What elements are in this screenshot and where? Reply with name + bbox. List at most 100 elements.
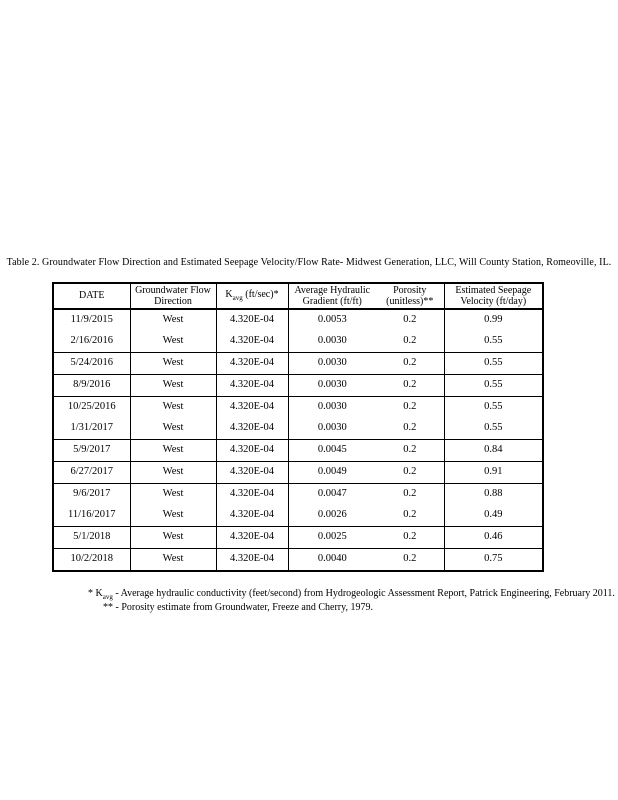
- cell-kavg: 4.320E-04: [215, 396, 289, 418]
- cell-velocity: 0.75: [443, 548, 544, 572]
- cell-date: 8/9/2016: [52, 374, 131, 397]
- cell-kavg: 4.320E-04: [215, 418, 289, 440]
- cell-kavg: 4.320E-04: [215, 461, 289, 484]
- kavg-subscript: avg: [232, 294, 243, 303]
- cell-velocity: 0.88: [443, 483, 544, 505]
- cell-gradient: 0.0025: [287, 526, 376, 549]
- table-header-row: DATE Groundwater Flow Direction Kavg (ft…: [52, 282, 544, 310]
- table-row: 5/1/2018 West 4.320E-04 0.0025 0.2 0.46: [52, 526, 544, 549]
- cell-porosity: 0.2: [376, 461, 445, 484]
- cell-porosity: 0.2: [376, 526, 445, 549]
- cell-velocity: 0.55: [443, 352, 544, 375]
- col-header-velocity: Estimated Seepage Velocity (ft/day): [443, 282, 544, 310]
- table-title: Table 2. Groundwater Flow Direction and …: [6, 257, 612, 268]
- table-row: 10/2/2018 West 4.320E-04 0.0040 0.2 0.75: [52, 548, 544, 572]
- cell-gradient: 0.0045: [287, 439, 376, 462]
- cell-gradient: 0.0047: [287, 483, 376, 505]
- cell-gradient: 0.0026: [287, 505, 376, 527]
- table-row: 5/9/2017 West 4.320E-04 0.0045 0.2 0.84: [52, 439, 544, 462]
- cell-date: 11/16/2017: [52, 505, 131, 527]
- cell-velocity: 0.55: [443, 396, 544, 418]
- col-header-date: DATE: [52, 282, 131, 310]
- footnotes: * Kavg - Average hydraulic conductivity …: [88, 588, 615, 614]
- cell-gradient: 0.0030: [287, 331, 376, 353]
- cell-kavg: 4.320E-04: [215, 526, 289, 549]
- cell-velocity: 0.55: [443, 374, 544, 397]
- cell-date: 10/2/2018: [52, 548, 131, 572]
- cell-porosity: 0.2: [376, 374, 445, 397]
- cell-direction: West: [129, 548, 217, 572]
- cell-date: 2/16/2016: [52, 331, 131, 353]
- cell-kavg: 4.320E-04: [215, 483, 289, 505]
- cell-gradient: 0.0053: [287, 308, 376, 331]
- table-row: 10/25/2016 West 4.320E-04 0.0030 0.2 0.5…: [52, 396, 544, 418]
- cell-porosity: 0.2: [376, 483, 445, 505]
- cell-date: 5/24/2016: [52, 352, 131, 375]
- col-header-porosity: Porosity (unitless)**: [376, 282, 445, 310]
- cell-date: 5/9/2017: [52, 439, 131, 462]
- cell-porosity: 0.2: [376, 308, 445, 331]
- cell-velocity: 0.55: [443, 418, 544, 440]
- table-row: 6/27/2017 West 4.320E-04 0.0049 0.2 0.91: [52, 461, 544, 484]
- col-header-flow-direction: Groundwater Flow Direction: [129, 282, 217, 310]
- cell-porosity: 0.2: [376, 418, 445, 440]
- cell-gradient: 0.0040: [287, 548, 376, 572]
- cell-direction: West: [129, 526, 217, 549]
- cell-date: 5/1/2018: [52, 526, 131, 549]
- cell-porosity: 0.2: [376, 352, 445, 375]
- cell-porosity: 0.2: [376, 331, 445, 353]
- cell-direction: West: [129, 352, 217, 375]
- table-row: 1/31/2017 West 4.320E-04 0.0030 0.2 0.55: [52, 418, 544, 440]
- cell-kavg: 4.320E-04: [215, 439, 289, 462]
- cell-velocity: 0.46: [443, 526, 544, 549]
- cell-kavg: 4.320E-04: [215, 331, 289, 353]
- footnote-kavg-text: - Average hydraulic conductivity (feet/s…: [112, 588, 615, 599]
- cell-date: 11/9/2015: [52, 308, 131, 331]
- col-header-kavg: Kavg (ft/sec)*: [215, 282, 289, 310]
- cell-porosity: 0.2: [376, 505, 445, 527]
- cell-velocity: 0.84: [443, 439, 544, 462]
- cell-direction: West: [129, 308, 217, 331]
- table-row: 5/24/2016 West 4.320E-04 0.0030 0.2 0.55: [52, 352, 544, 375]
- col-header-gradient: Average Hydraulic Gradient (ft/ft): [287, 282, 376, 310]
- cell-direction: West: [129, 331, 217, 353]
- cell-gradient: 0.0030: [287, 352, 376, 375]
- cell-direction: West: [129, 439, 217, 462]
- footnote-kavg-prefix: * K: [88, 588, 103, 599]
- cell-gradient: 0.0030: [287, 374, 376, 397]
- cell-date: 6/27/2017: [52, 461, 131, 484]
- cell-gradient: 0.0030: [287, 418, 376, 440]
- cell-velocity: 0.91: [443, 461, 544, 484]
- cell-kavg: 4.320E-04: [215, 505, 289, 527]
- cell-date: 9/6/2017: [52, 483, 131, 505]
- cell-date: 1/31/2017: [52, 418, 131, 440]
- table-row: 8/9/2016 West 4.320E-04 0.0030 0.2 0.55: [52, 374, 544, 397]
- cell-porosity: 0.2: [376, 439, 445, 462]
- cell-gradient: 0.0049: [287, 461, 376, 484]
- kavg-units: (ft/sec)*: [242, 289, 279, 301]
- footnote-kavg: * Kavg - Average hydraulic conductivity …: [88, 588, 615, 602]
- cell-kavg: 4.320E-04: [215, 374, 289, 397]
- cell-direction: West: [129, 374, 217, 397]
- cell-direction: West: [129, 396, 217, 418]
- kavg-prefix: K: [225, 289, 233, 301]
- cell-kavg: 4.320E-04: [215, 548, 289, 572]
- cell-velocity: 0.99: [443, 308, 544, 331]
- cell-direction: West: [129, 505, 217, 527]
- cell-date: 10/25/2016: [52, 396, 131, 418]
- cell-velocity: 0.49: [443, 505, 544, 527]
- cell-gradient: 0.0030: [287, 396, 376, 418]
- groundwater-data-table: DATE Groundwater Flow Direction Kavg (ft…: [52, 282, 544, 572]
- cell-kavg: 4.320E-04: [215, 308, 289, 331]
- cell-direction: West: [129, 418, 217, 440]
- footnote-porosity: ** - Porosity estimate from Groundwater,…: [103, 601, 373, 613]
- cell-direction: West: [129, 461, 217, 484]
- table-row: 2/16/2016 West 4.320E-04 0.0030 0.2 0.55: [52, 331, 544, 353]
- cell-porosity: 0.2: [376, 548, 445, 572]
- cell-porosity: 0.2: [376, 396, 445, 418]
- table-row: 11/9/2015 West 4.320E-04 0.0053 0.2 0.99: [52, 308, 544, 331]
- cell-velocity: 0.55: [443, 331, 544, 353]
- cell-direction: West: [129, 483, 217, 505]
- cell-kavg: 4.320E-04: [215, 352, 289, 375]
